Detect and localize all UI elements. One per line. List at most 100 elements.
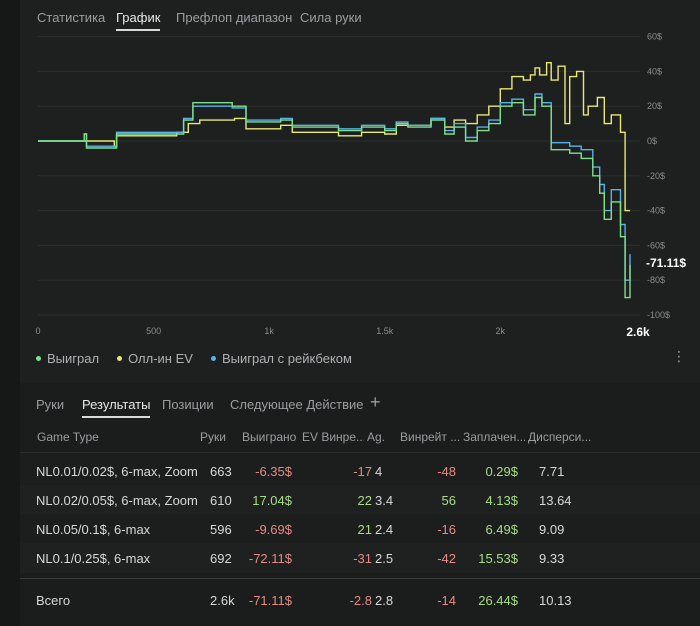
cell-hands: 596 — [210, 522, 232, 537]
col-header-game-type[interactable]: Game Type — [37, 430, 99, 444]
kebab-menu-icon[interactable]: ⋮ — [672, 348, 686, 364]
cell-game-type: NL0.02/0.05$, 6-max, Zoom — [36, 493, 198, 508]
tab-statistics[interactable]: Статистика — [37, 10, 106, 25]
y-axis-ticks: 60$ 40$ 20$ 0$ -20$ -40$ -60$ -80$ -100$ — [647, 32, 670, 320]
tab-hands[interactable]: Руки — [36, 397, 65, 412]
table-row[interactable]: NL0.01/0.02$, 6-max, Zoom 663 -6.35$ -17 4 -4… — [20, 456, 700, 486]
series-line-0 — [38, 96, 631, 299]
series-line-1 — [38, 62, 630, 212]
y-tick-label: -100$ — [647, 310, 670, 320]
total-label: Всего — [36, 593, 71, 608]
chart-legend: Выиграл Олл-ин EV Выиграл с рейкбеком — [36, 351, 352, 366]
tab-hand-strength[interactable]: Сила руки — [300, 10, 362, 25]
y-tick-label: -40$ — [647, 206, 665, 216]
legend-dot-yellow — [117, 356, 123, 361]
total-aggression: 2.8 — [375, 593, 394, 608]
y-tick-label: -60$ — [647, 240, 665, 250]
cell-hands: 610 — [210, 493, 232, 508]
col-header-variance[interactable]: Дисперси... — [528, 430, 592, 444]
x-tick-label: 2k — [496, 326, 506, 336]
chart-lines — [38, 62, 631, 299]
tab-preflop-range[interactable]: Префлоп диапазон — [176, 10, 293, 25]
total-divider — [20, 578, 700, 579]
cell-variance: 9.33 — [539, 551, 565, 566]
cell-ev-winrate: -17 — [353, 464, 372, 479]
chart-grid — [38, 36, 640, 316]
y-tick-label: 40$ — [647, 66, 662, 76]
legend-item-won-rakeback[interactable]: Выиграл с рейкбеком — [210, 351, 352, 366]
table-row[interactable]: NL0.1/0.25$, 6-max 692 -72.11$ -31 2.5 -42 15.… — [20, 543, 700, 573]
tab-graph[interactable]: График — [116, 10, 161, 31]
cell-winrate: -42 — [437, 551, 456, 566]
x-axis-ticks: 0 500 1k 1.5k 2k — [35, 326, 505, 336]
legend-label-allin-ev: Олл-ин EV — [128, 351, 193, 366]
col-header-won[interactable]: Выиграно — [242, 430, 297, 444]
total-ev-winrate: -2.8 — [349, 593, 372, 608]
table-row[interactable]: NL0.05/0.1$, 6-max 596 -9.69$ 21 2.4 -16 6.49$… — [20, 514, 700, 544]
cell-hands: 692 — [210, 551, 232, 566]
col-header-ev-winrate[interactable]: EV Винре... — [302, 430, 364, 444]
results-chart: 60$ 40$ 20$ 0$ -20$ -40$ -60$ -80$ -100$ 0 500 1k 1… — [35, 32, 686, 339]
x-tick-label: 1.5k — [376, 326, 394, 336]
tab-next-action[interactable]: Следующее Действие — [230, 397, 364, 412]
cell-ev-winrate: 22 — [357, 493, 372, 508]
legend-label-won: Выиграл — [47, 351, 100, 366]
legend-item-allin-ev[interactable]: Олл-ин EV — [117, 351, 193, 366]
cell-won: 17.04$ — [252, 493, 292, 508]
tab-results[interactable]: Результаты — [82, 397, 151, 418]
cell-game-type: NL0.1/0.25$, 6-max — [36, 551, 151, 566]
cell-variance: 13.64 — [539, 493, 572, 508]
x-axis-end-label: 2.6k — [626, 325, 650, 339]
total-hands: 2.6k — [210, 593, 235, 608]
y-tick-label: 0$ — [647, 136, 657, 146]
cell-variance: 9.09 — [539, 522, 565, 537]
cell-paid: 15.53$ — [478, 551, 518, 566]
legend-dot-green — [36, 356, 41, 361]
tab-positions[interactable]: Позиции — [162, 397, 214, 412]
cell-ev-winrate: -31 — [353, 551, 372, 566]
col-header-paid[interactable]: Заплачен... — [463, 430, 525, 444]
add-tab-plus-icon[interactable]: + — [370, 392, 381, 412]
legend-item-won[interactable]: Выиграл — [36, 351, 99, 366]
cell-ev-winrate: 21 — [357, 522, 372, 537]
cell-variance: 7.71 — [539, 464, 565, 479]
x-tick-label: 500 — [146, 326, 161, 336]
legend-label-won-rakeback: Выиграл с рейкбеком — [221, 351, 352, 366]
y-tick-label: 20$ — [647, 101, 662, 111]
table-row-total[interactable]: Всего 2.6k -71.11$ -2.8 2.8 -14 26.44$ 1… — [20, 585, 700, 615]
col-header-hands[interactable]: Руки — [200, 430, 226, 444]
cell-winrate: 56 — [441, 493, 456, 508]
col-header-aggression[interactable]: Ag. — [367, 430, 386, 444]
cell-winrate: -48 — [437, 464, 456, 479]
header-divider — [20, 452, 700, 453]
y-tick-label: -80$ — [647, 275, 665, 285]
top-tab-bar: Статистика График Префлоп диапазон Сила … — [20, 0, 700, 38]
cell-won: -9.69$ — [255, 522, 292, 537]
cell-aggression: 3.4 — [375, 493, 394, 508]
cell-hands: 663 — [210, 464, 232, 479]
series-line-2 — [38, 93, 631, 281]
cell-paid: 0.29$ — [485, 464, 518, 479]
total-winrate: -14 — [437, 593, 456, 608]
legend-dot-blue — [210, 356, 216, 361]
cell-winrate: -16 — [437, 522, 456, 537]
total-won: -71.11$ — [248, 593, 292, 608]
total-variance: 10.13 — [539, 593, 572, 608]
cell-won: -72.11$ — [248, 551, 292, 566]
cell-paid: 6.49$ — [485, 522, 518, 537]
total-paid: 26.44$ — [478, 593, 518, 608]
cell-aggression: 2.5 — [375, 551, 394, 566]
cell-game-type: NL0.01/0.02$, 6-max, Zoom — [36, 464, 198, 479]
cell-aggression: 4 — [375, 464, 383, 479]
x-tick-label: 0 — [35, 326, 40, 336]
table-row[interactable]: NL0.02/0.05$, 6-max, Zoom 610 17.04$ 22 3.4 5… — [20, 485, 700, 515]
col-header-winrate[interactable]: Винрейт ... — [400, 430, 461, 444]
sub-tab-bar: Руки Результаты Позиции Следующее Действ… — [20, 383, 700, 423]
y-tick-label: 60$ — [647, 32, 662, 42]
cell-paid: 4.13$ — [485, 493, 518, 508]
cell-game-type: NL0.05/0.1$, 6-max — [36, 522, 151, 537]
left-sidebar-strip — [0, 0, 20, 626]
cell-aggression: 2.4 — [375, 522, 394, 537]
y-tick-label: -20$ — [647, 171, 665, 181]
cell-won: -6.35$ — [255, 464, 292, 479]
